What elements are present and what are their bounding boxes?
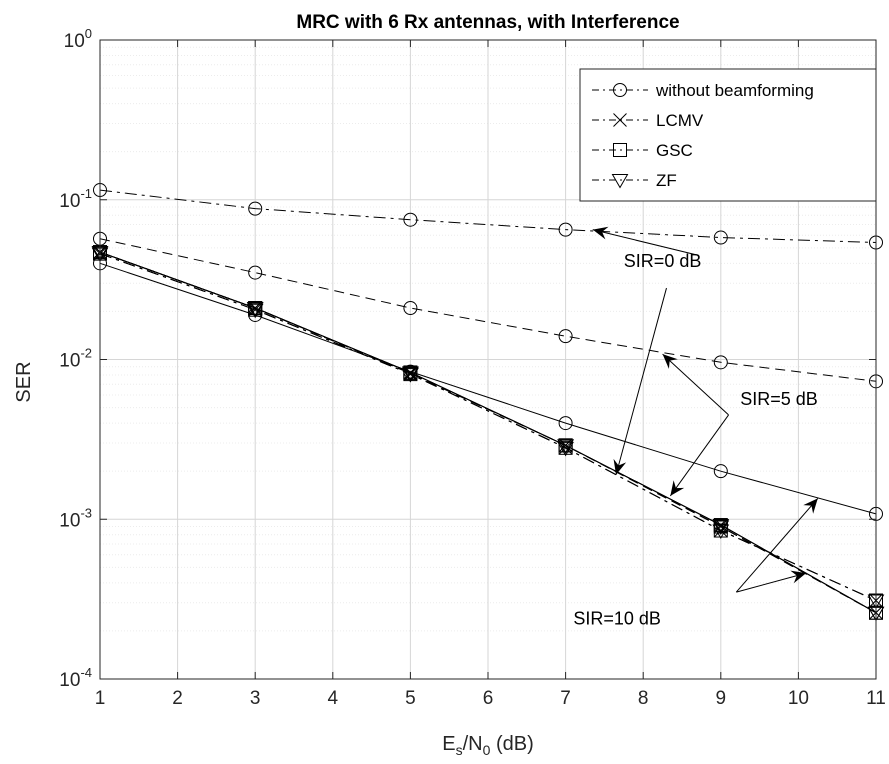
x-label-unit: (dB) [490, 733, 533, 755]
circle-marker [558, 416, 573, 431]
square-marker [613, 143, 627, 157]
annotation-2: SIR=5 dB [662, 353, 818, 497]
annotation-label: SIR=10 dB [573, 608, 661, 628]
y-tick-base: 10 [64, 31, 85, 52]
triangle-down-marker [246, 302, 264, 317]
annotation-3: SIR=10 dB [573, 498, 819, 628]
triangle-down-marker [712, 520, 730, 536]
y-tick-base: 10 [59, 351, 80, 372]
legend-item: GSC [592, 141, 693, 160]
y-tick-exponent: -2 [80, 346, 92, 361]
triangle-down-marker [712, 524, 730, 540]
circle-marker [403, 301, 418, 316]
series-2 [93, 231, 883, 389]
x-marker [613, 113, 627, 127]
x-tick-label: 8 [638, 688, 649, 709]
x-axis-label: Es/N0 (dB) [442, 733, 533, 758]
y-tick-exponent: -1 [80, 186, 92, 201]
circle-marker [248, 265, 263, 280]
y-tick-base: 10 [59, 670, 80, 691]
triangle-down-marker [402, 368, 419, 383]
series-line [99, 253, 877, 601]
annotations: SIR=0 dB SIR=5 dB SIR=10 dB [573, 226, 819, 628]
circle-marker [713, 230, 728, 245]
series-line [99, 262, 877, 515]
circle-marker [558, 329, 573, 344]
x-tick-label: 7 [560, 688, 571, 709]
legend-item: without beamforming [592, 81, 814, 100]
y-tick-base: 10 [59, 510, 80, 531]
series-line [99, 238, 877, 382]
x-tick-label: 3 [250, 688, 261, 709]
circle-marker [403, 212, 418, 227]
series-line [99, 251, 877, 614]
x-tick-label: 4 [328, 688, 339, 709]
circle-marker [248, 201, 263, 216]
triangle-down-marker [611, 174, 629, 189]
annotation-label: SIR=0 dB [624, 251, 702, 271]
x-tick-label: 5 [405, 688, 416, 709]
legend-item: LCMV [592, 111, 704, 130]
annotation-arrow-line [615, 287, 667, 475]
legend-label: ZF [656, 171, 677, 190]
x-tick-label: 9 [716, 688, 727, 709]
triangle-down-marker [557, 441, 574, 457]
x-label-main: E [442, 733, 455, 755]
x-label-mid: /N [463, 733, 483, 755]
y-tick-exponent: 0 [85, 26, 92, 41]
legend-label: without beamforming [655, 81, 814, 100]
annotation-arrowhead [803, 498, 818, 514]
annotation-arrow-line [669, 414, 729, 497]
annotation-arrowhead [670, 480, 685, 496]
series-lines [91, 183, 885, 622]
y-tick-base: 10 [59, 191, 80, 212]
annotation-arrow-line [736, 572, 807, 593]
x-label-sub2: 0 [483, 742, 491, 758]
circle-marker [713, 464, 728, 479]
annotation-arrow-line [735, 498, 819, 593]
annotation-arrow-line [592, 229, 698, 256]
annotation-label: SIR=5 dB [740, 389, 818, 409]
y-axis-label: SER [13, 361, 35, 402]
y-tick-exponent: -4 [80, 665, 92, 680]
annotation-arrowhead [613, 458, 627, 475]
annotation-arrowhead [790, 570, 807, 584]
series-line [99, 189, 877, 243]
annotation-1: SIR=0 dB [592, 226, 702, 475]
y-tick-exponent: -3 [80, 505, 92, 520]
y-tick-label: 10-4 [59, 665, 92, 691]
legend-label: LCMV [656, 111, 704, 130]
y-tick-label: 10-3 [59, 505, 92, 531]
chart-title: MRC with 6 Rx antennas, with Interferenc… [296, 12, 679, 33]
x-tick-label: 1 [95, 688, 106, 709]
x-tick-label: 2 [172, 688, 183, 709]
y-tick-label: 10-1 [59, 186, 92, 212]
x-tick-label: 10 [788, 688, 809, 709]
x-tick-label: 6 [483, 688, 494, 709]
annotation-arrow-line [662, 353, 729, 416]
triangle-down-marker [712, 519, 730, 534]
circle-marker [613, 83, 627, 97]
x-tick-label: 11 [866, 688, 886, 709]
legend-box [579, 68, 877, 202]
legend: without beamforming LCMV GSC ZF [579, 68, 877, 202]
x-label-sub1: s [456, 742, 463, 758]
annotation-arrowhead [592, 226, 609, 240]
circle-marker [713, 355, 728, 370]
triangle-down-marker [246, 303, 264, 319]
y-tick-label: 10-2 [59, 346, 92, 372]
circle-marker [558, 222, 573, 237]
legend-item: ZF [592, 171, 677, 190]
legend-label: GSC [656, 141, 693, 160]
y-tick-label: 100 [64, 26, 92, 52]
annotation-arrowhead [662, 354, 678, 369]
